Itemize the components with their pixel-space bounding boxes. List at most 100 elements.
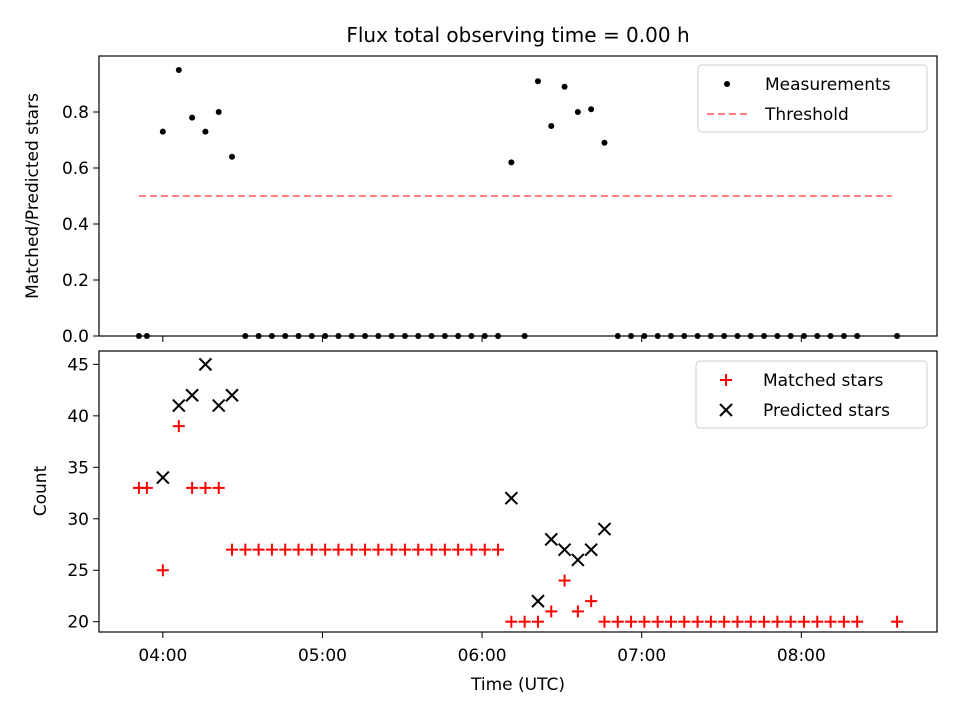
- top-panel: Flux total observing time = 0.00 h Match…: [23, 23, 938, 347]
- matched-stars-point: [837, 615, 850, 628]
- matched-stars-point: [345, 543, 358, 556]
- matched-stars-legend-icon: [720, 374, 732, 386]
- top-axes: 0.0 0.2 0.4 0.6 0.8: [62, 103, 802, 347]
- matched-stars-point: [252, 543, 265, 556]
- predicted-stars-point: [504, 491, 519, 505]
- bottom-x-tick-label: 08:00: [777, 646, 826, 666]
- measurements-point: [189, 114, 196, 121]
- bottom-y-tick-label: 45: [67, 355, 89, 375]
- matched-stars-point: [438, 543, 451, 556]
- matched-stars-point: [186, 481, 199, 494]
- predicted-stars-point: [172, 398, 186, 413]
- matched-stars-point: [226, 543, 239, 556]
- bottom-y-tick-label: 30: [67, 510, 89, 530]
- matched-stars-point: [239, 543, 252, 556]
- matched-stars-point: [891, 615, 904, 628]
- threshold-legend-label: Threshold: [764, 105, 849, 125]
- matched-stars-point: [212, 481, 225, 494]
- measurements-point: [601, 139, 608, 146]
- matched-stars-point: [771, 615, 784, 628]
- predicted-stars-point: [557, 542, 572, 557]
- matched-stars-point: [638, 615, 651, 628]
- measurements-point: [159, 128, 166, 135]
- top-legend-box: [697, 64, 928, 133]
- top-plot-frame: [98, 55, 938, 337]
- bottom-x-tick-label: 04:00: [138, 646, 187, 666]
- top-y-tick-label: 0.0: [62, 327, 89, 347]
- bottom-x-tick-label: 05:00: [298, 646, 347, 666]
- predicted-stars-point: [225, 388, 239, 402]
- predicted-stars-point: [198, 357, 213, 372]
- matched-stars-point: [398, 543, 411, 556]
- measurements-point: [229, 153, 236, 160]
- matched-stars-point: [704, 615, 717, 628]
- measurements-point: [175, 67, 182, 73]
- matched-stars-point: [851, 615, 864, 628]
- predicted-stars-legend-icon: [719, 403, 733, 417]
- measurements-point: [508, 159, 515, 166]
- matched-stars-point: [156, 564, 169, 577]
- matched-stars-point: [784, 615, 797, 628]
- matched-stars-point: [140, 481, 153, 494]
- bottom-legend-box: [695, 360, 928, 429]
- top-y-tick-label: 0.2: [62, 271, 89, 291]
- matched-stars-point: [452, 543, 465, 556]
- matched-stars-point: [505, 615, 518, 628]
- matched-stars-point: [172, 420, 185, 433]
- predicted-stars-point: [185, 388, 199, 402]
- matched-stars-point: [292, 543, 305, 556]
- bottom-y-tick-label: 40: [67, 407, 89, 427]
- matched-stars-point: [425, 543, 438, 556]
- matched-stars-point: [412, 543, 425, 556]
- matched-stars-point: [199, 481, 212, 494]
- predicted-stars-point: [584, 542, 598, 557]
- measurements-point: [548, 123, 555, 129]
- bottom-x-axis-label: Time (UTC): [470, 675, 565, 695]
- predicted-stars-point: [156, 470, 170, 485]
- predicted-stars-point: [212, 398, 226, 413]
- matched-stars-point: [744, 615, 757, 628]
- measurements-point: [202, 128, 209, 135]
- bottom-x-tick-label: 07:00: [617, 646, 666, 666]
- measurements-point: [588, 106, 595, 113]
- measurements-point: [561, 83, 568, 90]
- matched-stars-point: [531, 615, 544, 628]
- matched-stars-point: [465, 543, 478, 556]
- bottom-axes: 20 25 30 35 40 45 04:00 05:00 06:00 07:00 08:00: [67, 355, 825, 666]
- top-y-tick-label: 0.4: [62, 215, 89, 235]
- bottom-marks: [132, 357, 904, 628]
- top-legend: Measurements Threshold: [697, 64, 928, 133]
- bottom-y-tick-label: 35: [67, 458, 89, 478]
- matched-stars-point: [691, 615, 704, 628]
- matched-stars-point: [718, 615, 731, 628]
- matched-stars-point: [385, 543, 398, 556]
- matched-stars-point: [265, 543, 278, 556]
- top-chart-title: Flux total observing time = 0.00 h: [346, 23, 689, 47]
- matched-stars-point: [824, 615, 837, 628]
- matched-stars-point: [305, 543, 318, 556]
- matched-stars-point: [359, 543, 372, 556]
- matched-stars-point: [811, 615, 824, 628]
- measurements-point: [215, 109, 222, 115]
- predicted-stars-point: [544, 532, 558, 547]
- bottom-y-tick-label: 25: [67, 561, 89, 581]
- bottom-legend: Matched stars Predicted stars: [695, 360, 928, 429]
- bottom-panel: Count Time (UTC) 20 25 30 35 40 45 04:00 05:00 0…: [31, 350, 938, 695]
- measurements-legend-icon: [724, 81, 730, 87]
- measurements-point: [574, 109, 581, 115]
- matched-stars-point: [545, 605, 558, 618]
- matched-stars-point: [651, 615, 664, 628]
- matched-stars-point: [332, 543, 345, 556]
- matched-stars-point: [372, 543, 385, 556]
- matched-stars-point: [571, 605, 584, 618]
- predicted-stars-legend-label: Predicted stars: [763, 401, 890, 421]
- matched-stars-point: [319, 543, 332, 556]
- bottom-y-tick-label: 20: [67, 613, 89, 633]
- measurements-point: [534, 78, 541, 85]
- matched-stars-point: [279, 543, 292, 556]
- bottom-x-tick-label: 06:00: [458, 646, 507, 666]
- matched-stars-point: [758, 615, 771, 628]
- matched-stars-point: [678, 615, 691, 628]
- matched-stars-point: [731, 615, 744, 628]
